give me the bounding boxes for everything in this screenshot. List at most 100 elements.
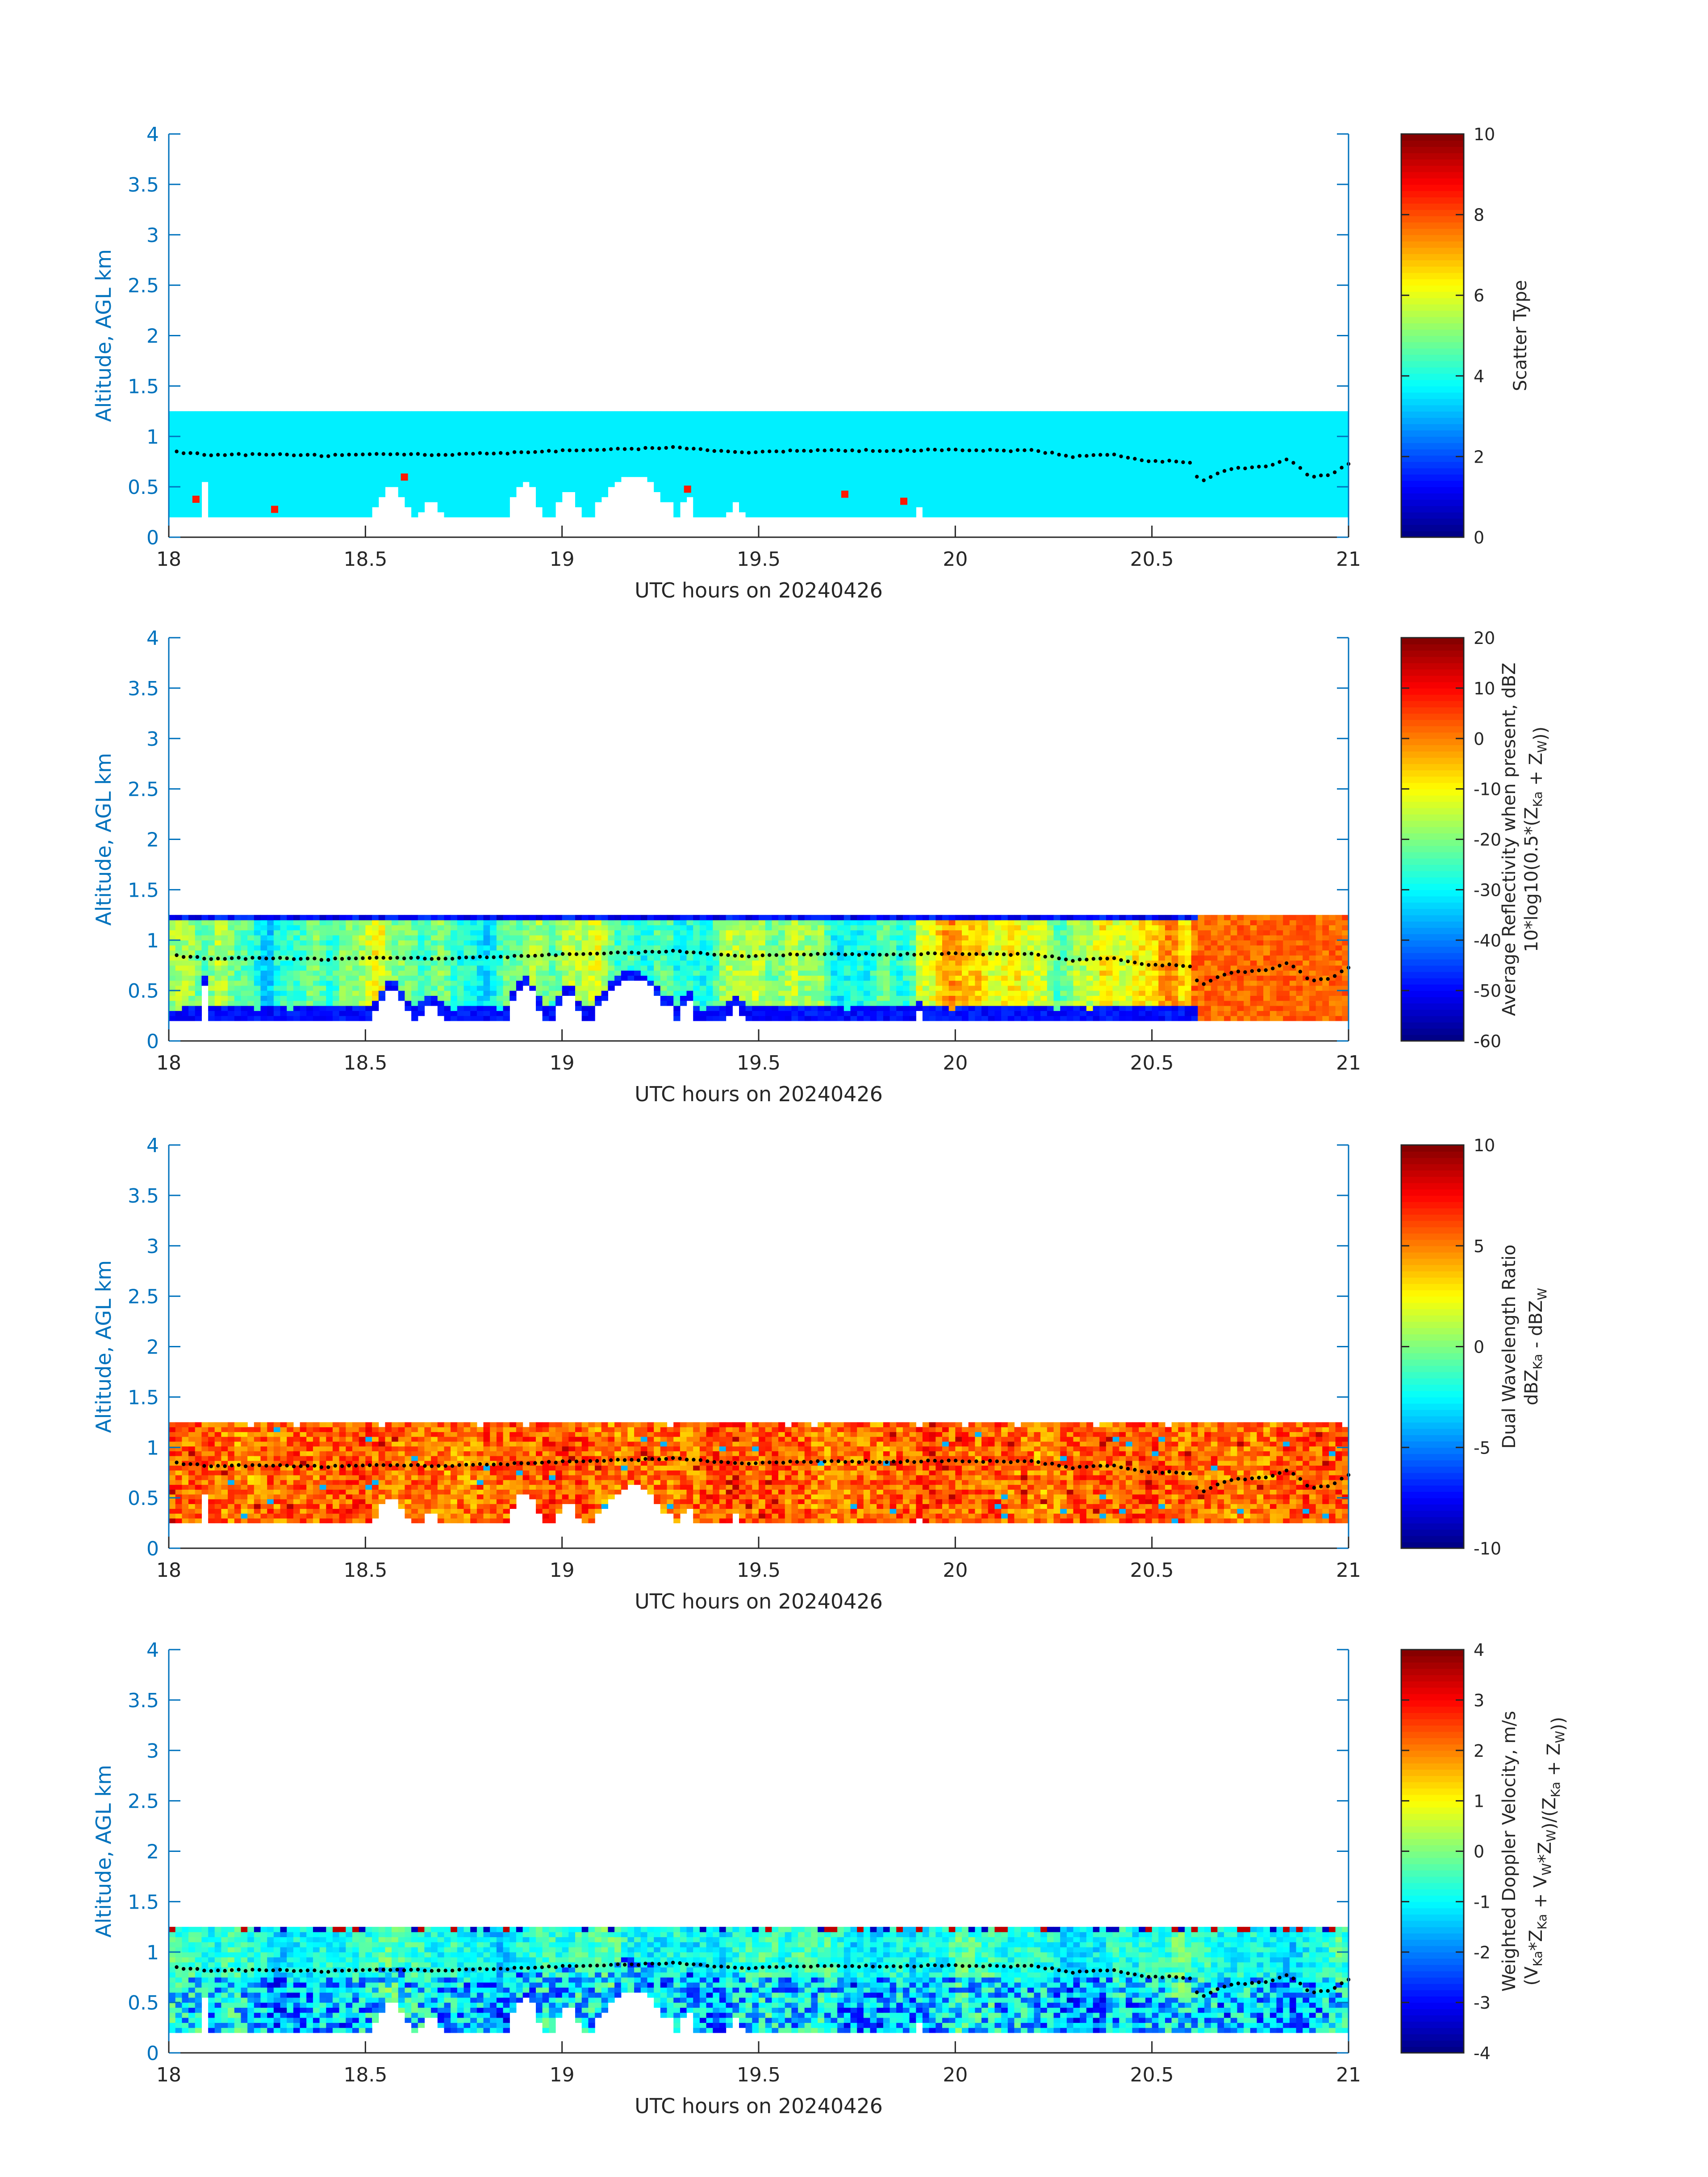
cloud-base-point xyxy=(1085,454,1089,458)
heatmap-cell xyxy=(464,476,471,482)
heatmap-cell xyxy=(175,990,182,996)
heatmap-cell xyxy=(1014,456,1021,462)
heatmap-cell xyxy=(942,446,949,452)
heatmap-cell xyxy=(935,497,943,502)
heatmap-cell xyxy=(955,436,962,442)
heatmap-cell xyxy=(627,421,635,427)
cloud-base-point xyxy=(305,453,310,457)
heatmap-cell xyxy=(686,426,693,432)
heatmap-cell xyxy=(1322,476,1329,482)
heatmap-cell xyxy=(536,416,543,422)
heatmap-cell xyxy=(1263,467,1270,472)
heatmap-cell xyxy=(254,970,261,976)
heatmap-cell xyxy=(234,970,242,976)
heatmap-cell xyxy=(621,461,628,467)
heatmap-cell xyxy=(503,990,510,996)
heatmap-cell xyxy=(1001,426,1008,432)
heatmap-cell xyxy=(1021,487,1028,492)
heatmap-cell xyxy=(175,461,182,467)
heatmap-cell xyxy=(1053,492,1061,497)
x-tick-label: 19 xyxy=(550,548,575,571)
heatmap-cell xyxy=(267,1006,274,1011)
heatmap-cell xyxy=(385,467,392,472)
heatmap-cell xyxy=(1342,441,1349,447)
heatmap-cell xyxy=(752,446,759,452)
heatmap-cell xyxy=(660,441,668,447)
heatmap-cell xyxy=(214,492,221,497)
heatmap-cell xyxy=(405,990,412,996)
heatmap-cell xyxy=(503,915,510,920)
heatmap-cell xyxy=(595,431,602,437)
heatmap-cell xyxy=(654,426,661,432)
heatmap-cell xyxy=(483,426,490,432)
heatmap-cell xyxy=(359,990,366,996)
colorbar-swatch xyxy=(1401,335,1464,343)
heatmap-cell xyxy=(1001,476,1008,482)
heatmap-cell xyxy=(1132,481,1139,487)
heatmap-cell xyxy=(398,481,405,487)
heatmap-cell xyxy=(195,960,202,966)
heatmap-cell xyxy=(214,1015,221,1021)
heatmap-cell xyxy=(437,975,445,981)
heatmap-cell xyxy=(1014,421,1021,427)
heatmap-cell xyxy=(267,995,274,1001)
heatmap-cell xyxy=(332,436,340,442)
colorbar-swatch xyxy=(1401,342,1464,349)
heatmap-cell xyxy=(1230,451,1238,457)
heatmap-cell xyxy=(228,915,235,920)
heatmap-cell xyxy=(509,935,517,940)
heatmap-cell xyxy=(332,935,340,940)
heatmap-cell xyxy=(378,915,385,920)
colorbar-swatch xyxy=(1401,254,1464,260)
heatmap-cell xyxy=(1086,467,1094,472)
heatmap-cell xyxy=(759,426,766,432)
heatmap-cell xyxy=(405,970,412,976)
heatmap-cell xyxy=(1257,481,1264,487)
heatmap-cell xyxy=(621,421,628,427)
colorbar-swatch xyxy=(1401,506,1464,513)
heatmap-cell xyxy=(850,446,857,452)
heatmap-cell xyxy=(647,431,654,437)
heatmap-cell xyxy=(247,970,255,976)
heatmap-cell xyxy=(319,426,326,432)
heatmap-cell xyxy=(772,441,779,447)
heatmap-cell xyxy=(1007,451,1015,457)
heatmap-cell xyxy=(627,411,635,417)
heatmap-cell xyxy=(1001,441,1008,447)
heatmap-cell xyxy=(313,502,320,507)
heatmap-cell xyxy=(1322,456,1329,462)
heatmap-cell xyxy=(1145,416,1153,422)
heatmap-cell xyxy=(503,467,510,472)
heatmap-cell xyxy=(306,985,313,991)
heatmap-cell xyxy=(457,965,464,971)
heatmap-cell xyxy=(411,426,418,432)
heatmap-cell xyxy=(1322,492,1329,497)
heatmap-cell xyxy=(195,456,202,462)
heatmap-cell xyxy=(378,940,385,946)
heatmap-cell xyxy=(1322,431,1329,437)
heatmap-cell xyxy=(175,502,182,507)
heatmap-cell xyxy=(935,512,943,518)
heatmap-cell xyxy=(470,965,477,971)
heatmap-cell xyxy=(1060,476,1067,482)
heatmap-cell xyxy=(260,975,267,981)
heatmap-cell xyxy=(922,451,930,457)
cloud-base-point xyxy=(181,451,186,455)
heatmap-cell xyxy=(772,481,779,487)
heatmap-cell xyxy=(464,940,471,946)
heatmap-cell xyxy=(431,945,438,951)
heatmap-cell xyxy=(575,492,582,497)
heatmap-cell xyxy=(745,416,752,422)
cloud-base-point xyxy=(630,447,634,451)
heatmap-cell xyxy=(339,476,346,482)
heatmap-cell xyxy=(726,426,733,432)
colorbar-swatch xyxy=(1401,317,1464,324)
heatmap-cell xyxy=(916,467,923,472)
heatmap-cell xyxy=(1263,507,1270,513)
heatmap-cell xyxy=(962,421,969,427)
heatmap-cell xyxy=(863,512,871,518)
heatmap-cell xyxy=(365,431,372,437)
heatmap-cell xyxy=(214,467,221,472)
heatmap-cell xyxy=(306,436,313,442)
heatmap-cell xyxy=(424,481,431,487)
